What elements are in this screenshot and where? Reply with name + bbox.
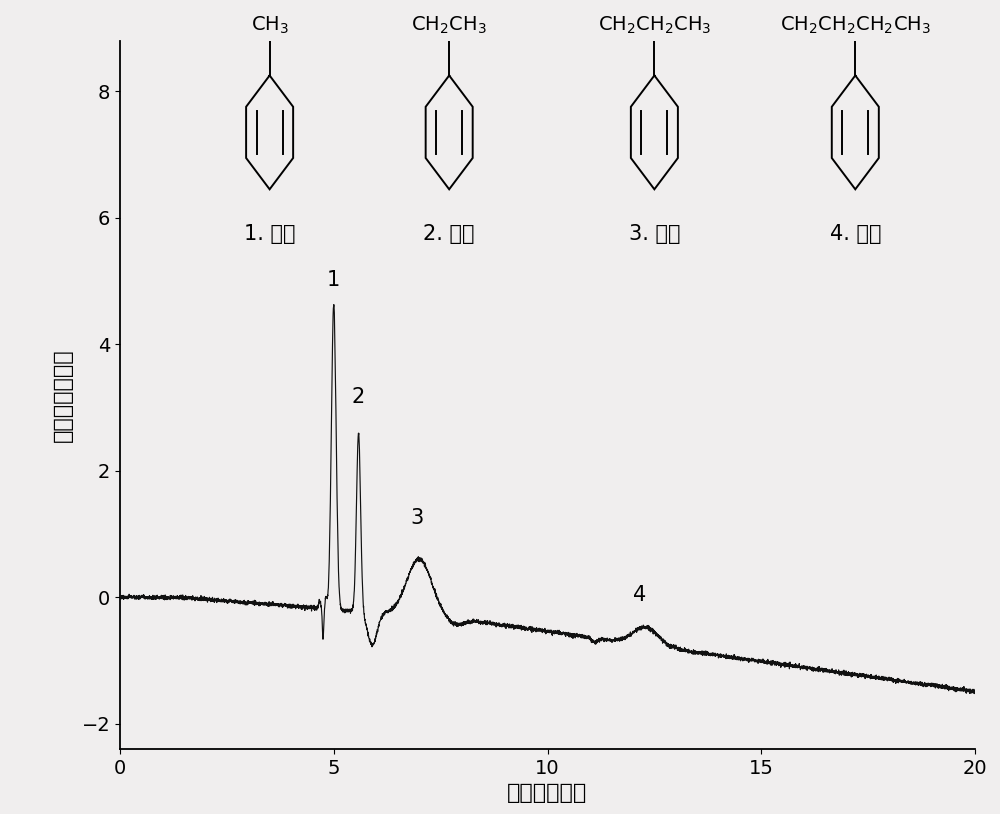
Text: 3: 3 bbox=[410, 508, 424, 527]
Text: 1. 甲苯: 1. 甲苯 bbox=[244, 224, 295, 244]
Text: 3. 丙苯: 3. 丙苯 bbox=[629, 224, 680, 244]
Text: 2. 乙苯: 2. 乙苯 bbox=[423, 224, 475, 244]
X-axis label: 时间（分钟）: 时间（分钟） bbox=[507, 783, 588, 803]
Text: 2: 2 bbox=[352, 387, 365, 408]
Y-axis label: 吸光度（毫伏）: 吸光度（毫伏） bbox=[53, 348, 73, 442]
Text: CH$_2$CH$_2$CH$_3$: CH$_2$CH$_2$CH$_3$ bbox=[598, 15, 711, 36]
Text: CH$_3$: CH$_3$ bbox=[251, 15, 289, 36]
Text: CH$_2$CH$_3$: CH$_2$CH$_3$ bbox=[411, 15, 487, 36]
Text: 4. 丁苯: 4. 丁苯 bbox=[830, 224, 881, 244]
Text: 1: 1 bbox=[327, 270, 340, 291]
Text: 4: 4 bbox=[633, 584, 646, 605]
Text: CH$_2$CH$_2$CH$_2$CH$_3$: CH$_2$CH$_2$CH$_2$CH$_3$ bbox=[780, 15, 931, 36]
